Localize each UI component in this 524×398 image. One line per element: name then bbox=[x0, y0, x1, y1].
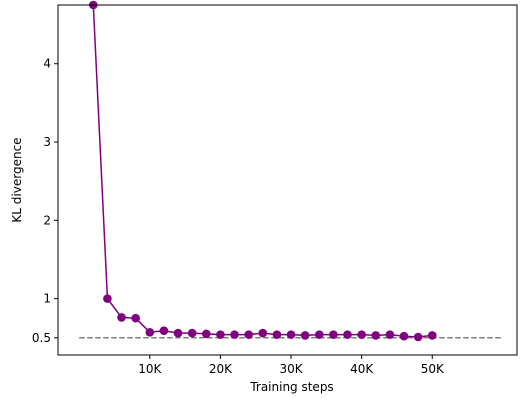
data-point bbox=[286, 330, 296, 339]
data-point bbox=[117, 313, 126, 322]
data-point bbox=[427, 331, 437, 340]
plot-frame bbox=[57, 4, 518, 356]
data-point bbox=[187, 328, 197, 338]
x-tick-label: 30K bbox=[279, 362, 303, 376]
data-point bbox=[173, 328, 183, 338]
plot-area bbox=[79, 0, 503, 342]
y-tick-label: 0.5 bbox=[32, 331, 51, 345]
y-tick-label: 1 bbox=[43, 292, 51, 306]
y-axis-ticks: 0.5 1 2 3 4 bbox=[32, 57, 58, 345]
data-point bbox=[385, 330, 395, 339]
y-tick-label: 3 bbox=[43, 135, 51, 149]
data-point bbox=[159, 326, 169, 336]
y-tick-label: 4 bbox=[43, 57, 51, 71]
data-point bbox=[399, 331, 409, 341]
x-tick-label: 20K bbox=[209, 362, 233, 376]
y-axis-label: KL divergence bbox=[10, 137, 24, 222]
data-point bbox=[272, 330, 282, 339]
data-point bbox=[216, 330, 225, 339]
data-point bbox=[329, 330, 338, 339]
data-point bbox=[371, 331, 381, 340]
data-point bbox=[343, 330, 352, 339]
x-axis-ticks: 10K 20K 30K 40K 50K bbox=[138, 355, 445, 376]
data-point bbox=[230, 330, 239, 339]
x-axis-label: Training steps bbox=[249, 380, 333, 394]
data-point bbox=[413, 332, 423, 342]
x-tick-label: 50K bbox=[421, 362, 445, 376]
data-point bbox=[244, 330, 253, 339]
data-point bbox=[131, 313, 140, 323]
y-tick-label: 2 bbox=[43, 213, 51, 227]
data-point bbox=[103, 294, 112, 303]
data-point bbox=[201, 329, 211, 339]
x-tick-label: 40K bbox=[350, 362, 374, 376]
data-point bbox=[314, 330, 324, 339]
x-tick-label: 10K bbox=[138, 362, 162, 376]
data-point bbox=[357, 330, 366, 339]
data-point bbox=[258, 328, 268, 338]
data-point bbox=[145, 327, 155, 337]
data-point bbox=[300, 331, 310, 340]
